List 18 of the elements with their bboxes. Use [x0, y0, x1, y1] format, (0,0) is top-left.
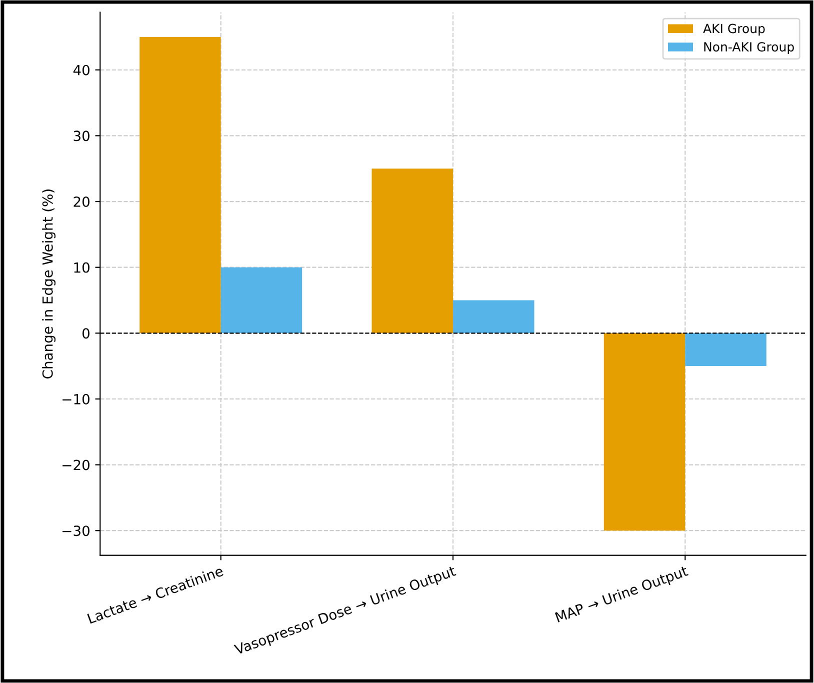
y-tick-label: −30: [62, 526, 90, 536]
y-tick-label: 40: [73, 64, 90, 76]
legend-label: Non-AKI Group: [704, 42, 794, 54]
bar: [220, 267, 302, 334]
bar: [452, 300, 534, 334]
x-tick-label: MAP → Urine Output: [554, 565, 690, 626]
y-tick-label: −20: [62, 460, 90, 470]
bar: [685, 333, 766, 366]
bar: [140, 36, 221, 334]
y-tick-label: 30: [74, 130, 90, 142]
bar: [372, 168, 453, 334]
y-tick-label: 10: [74, 262, 90, 273]
y-axis-title: Change in Edge Weight (%): [42, 190, 56, 378]
y-tick-label: 20: [74, 196, 90, 207]
y-tick-label: 0: [82, 328, 90, 339]
y-tick-label: −10: [62, 394, 90, 404]
legend-label: AKI Group: [703, 24, 765, 36]
bar: [604, 333, 686, 531]
